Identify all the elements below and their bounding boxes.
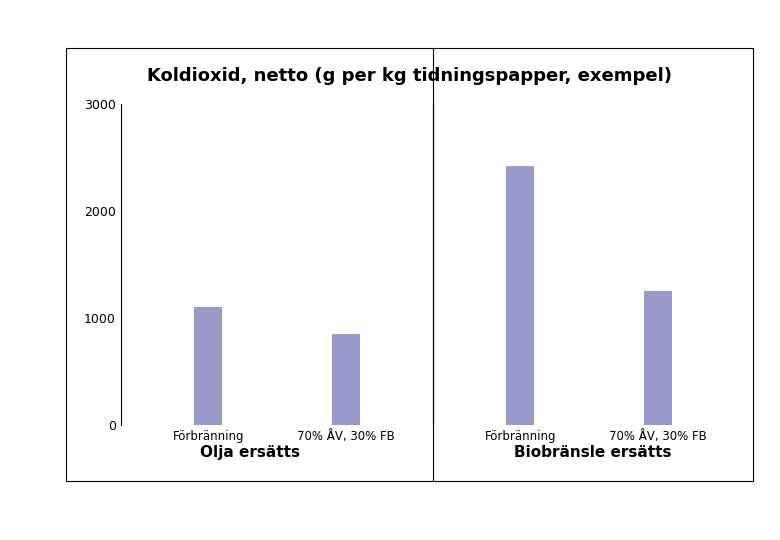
Text: Olja ersätts: Olja ersätts: [200, 446, 300, 461]
Text: CHALMERS: CHALMERS: [14, 11, 125, 29]
Bar: [332, 334, 360, 425]
Text: Biobränsle ersätts: Biobränsle ersätts: [514, 446, 672, 461]
Text: Chalmers tekniska högskola: Chalmers tekniska högskola: [600, 15, 757, 25]
Bar: [644, 291, 672, 425]
Text: Avdelningen för energisystemteknik: Avdelningen för energisystemteknik: [564, 515, 766, 525]
Text: Institutionen för energiteknik: Institutionen för energiteknik: [14, 515, 177, 525]
Bar: [506, 166, 534, 425]
Bar: [194, 307, 222, 425]
Text: Koldioxid, netto (g per kg tidningspapper, exempel): Koldioxid, netto (g per kg tidningspappe…: [147, 67, 672, 85]
